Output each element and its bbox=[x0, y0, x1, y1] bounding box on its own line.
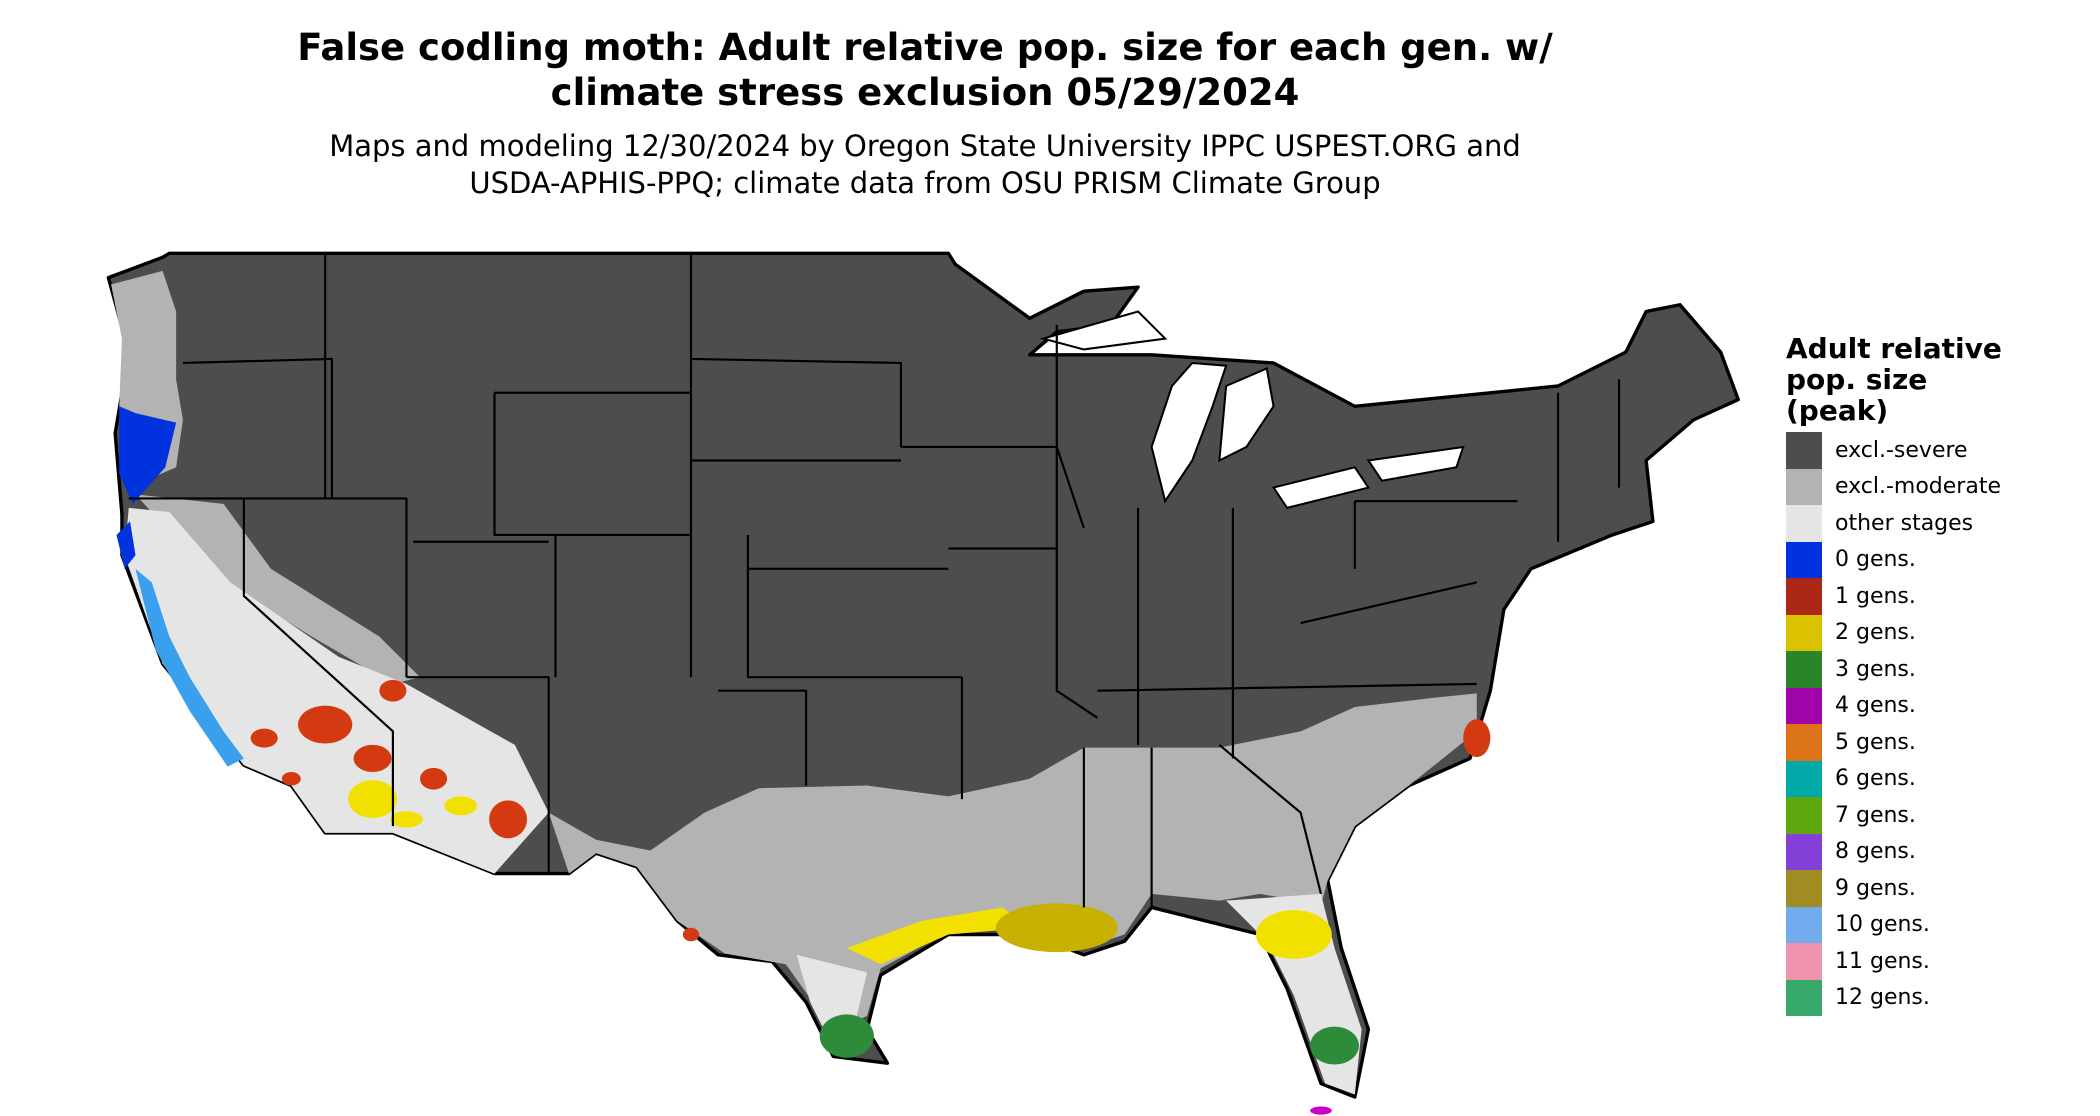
legend-label: 4 gens. bbox=[1835, 693, 1916, 719]
legend-items: excl.-severe excl.-moderate other stages 0 … bbox=[1786, 432, 2086, 1016]
great-lakes bbox=[1039, 310, 1465, 510]
legend-swatch bbox=[1786, 724, 1822, 761]
legend-item: excl.-moderate bbox=[1786, 468, 2086, 505]
legend-item: 10 gens. bbox=[1786, 906, 2086, 943]
legend-label: 9 gens. bbox=[1835, 875, 1916, 901]
region-10-gens bbox=[135, 568, 244, 767]
legend-swatch bbox=[1786, 687, 1822, 724]
map-title-line-1: False codling moth: Adult relative pop. … bbox=[297, 26, 1553, 69]
legend-item: other stages bbox=[1786, 505, 2086, 542]
legend: Adult relative pop. size (peak) excl.-seve… bbox=[1786, 333, 2086, 1016]
region-0-gens bbox=[116, 406, 177, 569]
legend-item: excl.-severe bbox=[1786, 432, 2086, 469]
legend-title: Adult relative pop. size (peak) bbox=[1786, 332, 2002, 427]
legend-item: 4 gens. bbox=[1786, 687, 2086, 724]
legend-swatch bbox=[1786, 870, 1822, 907]
region-1-gens bbox=[250, 679, 1491, 942]
state-borders bbox=[128, 253, 1621, 908]
legend-label: 10 gens. bbox=[1835, 912, 1930, 938]
legend-label: excl.-moderate bbox=[1835, 474, 2001, 500]
legend-label: 5 gens. bbox=[1835, 729, 1916, 755]
legend-swatch bbox=[1786, 541, 1822, 578]
map-title: False codling moth: Adult relative pop. … bbox=[250, 25, 1600, 115]
legend-item: 5 gens. bbox=[1786, 724, 2086, 761]
legend-label: 7 gens. bbox=[1835, 802, 1916, 828]
legend-swatch bbox=[1786, 797, 1822, 834]
legend-swatch bbox=[1786, 578, 1822, 615]
legend-item: 7 gens. bbox=[1786, 797, 2086, 834]
legend-item: 11 gens. bbox=[1786, 943, 2086, 980]
region-excl-moderate-west bbox=[111, 270, 420, 684]
map-subtitle: Maps and modeling 12/30/2024 by Oregon S… bbox=[250, 128, 1600, 202]
legend-label: 6 gens. bbox=[1835, 766, 1916, 792]
legend-label: 11 gens. bbox=[1835, 948, 1930, 974]
region-4-gens bbox=[1310, 1106, 1332, 1115]
map-title-line-2: climate stress exclusion 05/29/2024 bbox=[550, 71, 1300, 114]
legend-item: 6 gens. bbox=[1786, 760, 2086, 797]
legend-swatch bbox=[1786, 651, 1822, 688]
legend-swatch bbox=[1786, 432, 1822, 469]
legend-item: 1 gens. bbox=[1786, 578, 2086, 615]
legend-swatch bbox=[1786, 833, 1822, 870]
legend-item: 12 gens. bbox=[1786, 979, 2086, 1016]
region-excl-severe bbox=[106, 251, 1740, 1099]
legend-label: other stages bbox=[1835, 510, 1974, 536]
legend-swatch bbox=[1786, 505, 1822, 542]
legend-label: 3 gens. bbox=[1835, 656, 1916, 682]
legend-label: 12 gens. bbox=[1835, 985, 1930, 1011]
legend-item: 2 gens. bbox=[1786, 614, 2086, 651]
legend-label: excl.-severe bbox=[1835, 437, 1968, 463]
legend-label: 0 gens. bbox=[1835, 547, 1916, 573]
map-subtitle-line-2: USDA-APHIS-PPQ; climate data from OSU PR… bbox=[469, 166, 1381, 200]
legend-item: 9 gens. bbox=[1786, 870, 2086, 907]
legend-item: 8 gens. bbox=[1786, 833, 2086, 870]
region-3-gens bbox=[819, 1014, 1359, 1065]
legend-swatch bbox=[1786, 906, 1822, 943]
legend-label: 2 gens. bbox=[1835, 620, 1916, 646]
legend-label: 8 gens. bbox=[1835, 839, 1916, 865]
legend-label: 1 gens. bbox=[1835, 583, 1916, 609]
legend-swatch bbox=[1786, 614, 1822, 651]
legend-item: 0 gens. bbox=[1786, 541, 2086, 578]
legend-swatch bbox=[1786, 979, 1822, 1016]
legend-swatch bbox=[1786, 943, 1822, 980]
legend-swatch bbox=[1786, 468, 1822, 505]
legend-item: 3 gens. bbox=[1786, 651, 2086, 688]
region-2-gens bbox=[348, 780, 1332, 965]
region-excl-moderate bbox=[548, 693, 1477, 1030]
legend-swatch bbox=[1786, 760, 1822, 797]
map-subtitle-line-1: Maps and modeling 12/30/2024 by Oregon S… bbox=[329, 129, 1521, 163]
